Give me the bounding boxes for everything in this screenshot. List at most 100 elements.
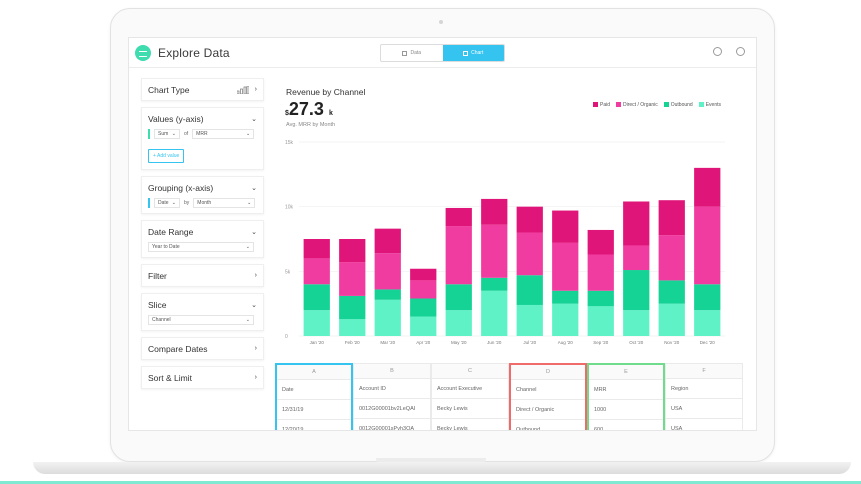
bar-segment: [587, 290, 614, 307]
bar-segment: [481, 198, 508, 225]
bar-segment: [587, 229, 614, 255]
kpi-suffix: k: [328, 110, 333, 117]
field-value: MRR: [196, 131, 208, 137]
bar-segment: [623, 270, 650, 311]
column-letter[interactable]: F: [666, 364, 742, 379]
grid-cell[interactable]: 12/20/19: [277, 420, 351, 431]
y-tick-label: 5k: [285, 269, 291, 275]
y-tick-label: 0: [285, 334, 288, 340]
grid-column[interactable]: B Account ID 0012G00001bv2LeQAI 0012G00001s…: [353, 363, 431, 431]
grid-cell[interactable]: Outbound: [511, 420, 585, 431]
legend-item: Paid: [593, 102, 610, 108]
section-compare-dates-label: Compare Dates: [148, 343, 208, 354]
grid-cell[interactable]: USA: [666, 399, 742, 419]
bar-segment: [374, 253, 401, 290]
column-header[interactable]: Account Executive: [432, 379, 508, 399]
x-tick-label: Oct '20: [629, 340, 644, 345]
section-values-label: Values (y-axis): [148, 113, 204, 124]
bar-segment: [658, 200, 685, 236]
column-header[interactable]: Region: [666, 379, 742, 399]
aggregation-select[interactable]: Sum ⌄: [154, 129, 180, 139]
bar-segment: [481, 277, 508, 291]
bar-segment: [658, 303, 685, 336]
caret-icon: ⌄: [247, 200, 252, 206]
grid-cell[interactable]: 0012G00001sPvh3QA: [354, 419, 430, 431]
add-value-button[interactable]: + Add value: [148, 149, 185, 163]
column-letter[interactable]: E: [589, 365, 663, 380]
grid-cell[interactable]: USA: [666, 419, 742, 431]
caret-icon: ⌄: [171, 200, 176, 206]
grid-cell[interactable]: 600: [589, 420, 663, 431]
of-label: of: [184, 131, 189, 137]
grid-column[interactable]: C Account Executive Becky Lewis Becky Lewis: [431, 363, 509, 431]
column-letter[interactable]: D: [511, 365, 585, 380]
section-slice: Slice ⌄ Channel ⌄: [141, 293, 264, 331]
tab-data-label: Data: [410, 50, 422, 56]
column-letter[interactable]: B: [354, 364, 430, 379]
section-grouping-label: Grouping (x-axis): [148, 182, 214, 193]
interval-value: Month: [197, 200, 212, 206]
view-toggle: Data Chart: [380, 44, 505, 62]
grid-cell[interactable]: Becky Lewis: [432, 419, 508, 431]
grouping-row: Date ⌄ by Month ⌄: [148, 198, 257, 208]
x-tick-label: Apr '20: [416, 340, 431, 345]
bar-segment: [339, 239, 366, 263]
date-range-select[interactable]: Year to Date ⌄: [148, 242, 254, 252]
chevron-down-icon[interactable]: ⌄: [251, 301, 257, 309]
grid-cell[interactable]: 1000: [589, 400, 663, 420]
chevron-right-icon: ›: [254, 345, 257, 352]
column-header[interactable]: Channel: [511, 380, 585, 400]
grid-cell[interactable]: 0012G00001bv2LeQAI: [354, 399, 430, 419]
bar-segment: [303, 258, 330, 285]
tab-chart[interactable]: Chart: [442, 45, 504, 61]
section-chart-type[interactable]: Chart Type ›: [141, 78, 264, 101]
tab-data[interactable]: Data: [381, 45, 443, 61]
column-header[interactable]: MRR: [589, 380, 663, 400]
app-logo-icon: [135, 45, 151, 61]
bar-segment: [339, 262, 366, 296]
date-range-value: Year to Date: [152, 244, 180, 250]
grouping-field-select[interactable]: Date ⌄: [154, 198, 180, 208]
grid-cell[interactable]: Becky Lewis: [432, 399, 508, 419]
bar-segment: [303, 310, 330, 336]
grid-column[interactable]: A Date 12/31/19 12/20/19: [275, 363, 353, 431]
bar-segment: [552, 290, 579, 304]
chevron-right-icon: ›: [254, 374, 257, 381]
legend-swatch: [698, 102, 704, 108]
column-letter[interactable]: C: [432, 364, 508, 379]
grid-cell[interactable]: 12/31/19: [277, 400, 351, 420]
grid-column[interactable]: F Region USA USA: [665, 363, 743, 431]
section-compare-dates[interactable]: Compare Dates ›: [141, 337, 264, 360]
x-tick-label: Mar '20: [380, 340, 395, 345]
chevron-down-icon[interactable]: ⌄: [251, 115, 257, 123]
chart-icon: [463, 50, 469, 56]
x-tick-label: Dec '20: [700, 340, 716, 345]
bar-segment: [481, 224, 508, 278]
legend-label: Outbound: [670, 102, 693, 108]
chevron-down-icon[interactable]: ⌄: [251, 184, 257, 192]
caret-icon: ⌄: [171, 131, 176, 137]
grid-column[interactable]: D Channel Direct / Organic Outbound: [509, 363, 587, 431]
bar-segment: [445, 310, 472, 336]
chevron-down-icon[interactable]: ⌄: [251, 228, 257, 236]
info-icon[interactable]: [736, 47, 745, 56]
gear-icon[interactable]: [713, 47, 722, 56]
column-header[interactable]: Account ID: [354, 379, 430, 399]
caret-icon: ⌄: [245, 317, 250, 323]
column-header[interactable]: Date: [277, 380, 351, 400]
bar-segment: [694, 310, 721, 336]
section-sort-limit[interactable]: Sort & Limit ›: [141, 366, 264, 389]
section-date-range-label: Date Range: [148, 226, 194, 237]
bar-segment: [303, 239, 330, 259]
column-letter[interactable]: A: [277, 365, 351, 380]
slice-select[interactable]: Channel ⌄: [148, 315, 254, 325]
grid-cell[interactable]: Direct / Organic: [511, 400, 585, 420]
interval-select[interactable]: Month ⌄: [193, 198, 256, 208]
bar-chart-icon: [236, 85, 249, 94]
kpi-subtitle: Avg. MRR by Month: [286, 122, 336, 128]
field-select[interactable]: MRR ⌄: [192, 129, 255, 139]
grid-column[interactable]: E MRR 1000 600: [587, 363, 665, 431]
section-filter[interactable]: Filter ›: [141, 264, 264, 287]
bar-segment: [658, 235, 685, 281]
app-header: Explore Data Data Chart: [129, 38, 756, 68]
